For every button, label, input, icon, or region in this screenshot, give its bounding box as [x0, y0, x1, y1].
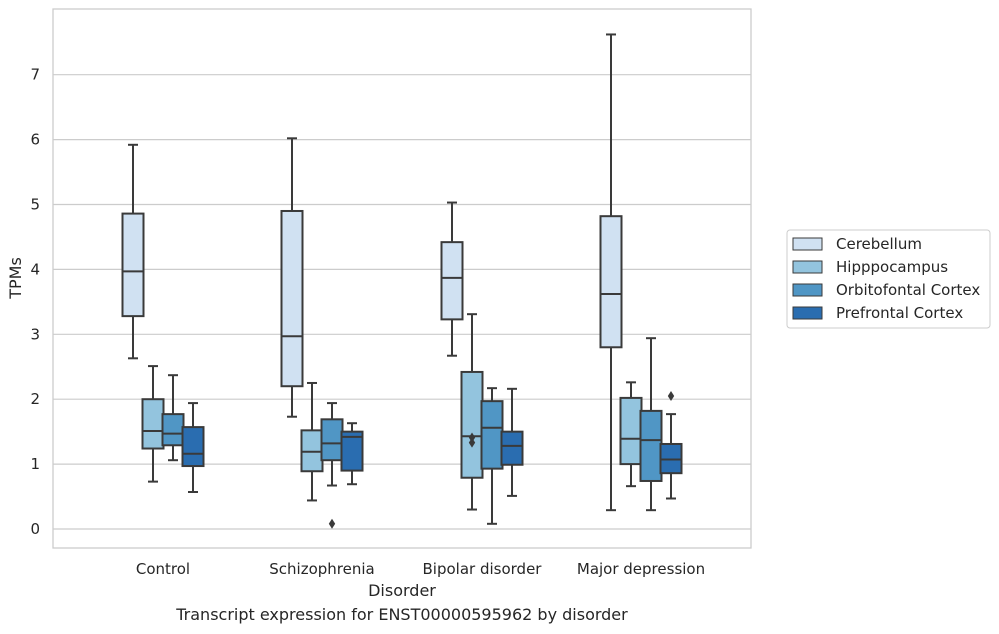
box-body: [141, 398, 165, 450]
box-orbitofontal-cortex-2: [480, 387, 504, 525]
plot-area-frame: [52, 8, 752, 549]
box-cerebellum-3: [599, 33, 623, 512]
figure-caption: Transcript expression for ENST0000059596…: [176, 605, 628, 624]
box-hipppocampus-2: [460, 313, 484, 511]
y-tick-label: 3: [30, 325, 40, 343]
grid-lines: [53, 74, 751, 530]
y-axis-label: TPMs: [6, 257, 25, 300]
box-orbitofontal-cortex-3: [639, 337, 663, 512]
legend-label: Prefrontal Cortex: [836, 304, 963, 322]
box-hipppocampus-1: [300, 381, 324, 502]
box-body: [619, 396, 643, 466]
y-tick-label: 0: [30, 520, 40, 538]
y-tick-labels: 0 1 2 3 4 5 6 7: [30, 66, 40, 538]
legend-label: Cerebellum: [836, 235, 922, 253]
legend-swatch: [792, 283, 823, 297]
legend-swatch: [792, 260, 823, 274]
y-tick-label: 7: [30, 66, 40, 84]
box-hipppocampus-3: [619, 381, 643, 488]
box-prefrontal-cortex-1: [340, 422, 364, 486]
box-body: [121, 212, 145, 318]
x-axis-label: Disorder: [368, 581, 436, 600]
x-tick-label: Bipolar disorder: [423, 560, 543, 578]
box-hipppocampus-0: [141, 365, 165, 483]
box-cerebellum-1: [280, 137, 304, 418]
x-tick-label: Schizophrenia: [269, 560, 374, 578]
box-body: [599, 215, 623, 349]
y-tick-label: 6: [30, 131, 40, 149]
outlier-point: [328, 518, 336, 529]
outlier-point: [468, 432, 476, 443]
legend-label: Orbitofontal Cortex: [836, 281, 980, 299]
box-body: [460, 370, 484, 479]
outlier-point: [468, 437, 476, 448]
box-orbitofontal-cortex-1: [320, 402, 344, 529]
legend: Cerebellum Hipppocampus Orbitofontal Corte…: [786, 229, 991, 329]
legend-frame: [786, 229, 991, 329]
y-tick-label: 4: [30, 260, 40, 278]
box-prefrontal-cortex-3: [659, 390, 683, 500]
box-body: [161, 413, 185, 447]
y-tick-label: 2: [30, 390, 40, 408]
legend-swatch: [792, 306, 823, 320]
box-body: [181, 426, 205, 468]
legend-swatch: [792, 237, 823, 251]
box-cerebellum-2: [440, 201, 464, 357]
box-cerebellum-0: [121, 143, 145, 360]
box-orbitofontal-cortex-0: [161, 374, 185, 462]
x-tick-labels: Control Schizophrenia Bipolar disorder Majo…: [136, 560, 705, 578]
box-groups: [121, 33, 683, 529]
box-body: [320, 418, 344, 462]
x-tick-label: Control: [136, 560, 190, 578]
box-body: [639, 409, 663, 482]
outlier-point: [667, 390, 675, 401]
box-body: [440, 241, 464, 321]
legend-label: Hipppocampus: [836, 258, 948, 276]
y-tick-label: 5: [30, 196, 40, 214]
box-body: [480, 400, 504, 470]
box-body: [280, 209, 304, 388]
box-prefrontal-cortex-2: [500, 387, 524, 497]
box-body: [500, 430, 524, 466]
box-prefrontal-cortex-0: [181, 402, 205, 494]
x-tick-label: Major depression: [577, 560, 705, 578]
box-body: [340, 430, 364, 472]
y-tick-label: 1: [30, 455, 40, 473]
